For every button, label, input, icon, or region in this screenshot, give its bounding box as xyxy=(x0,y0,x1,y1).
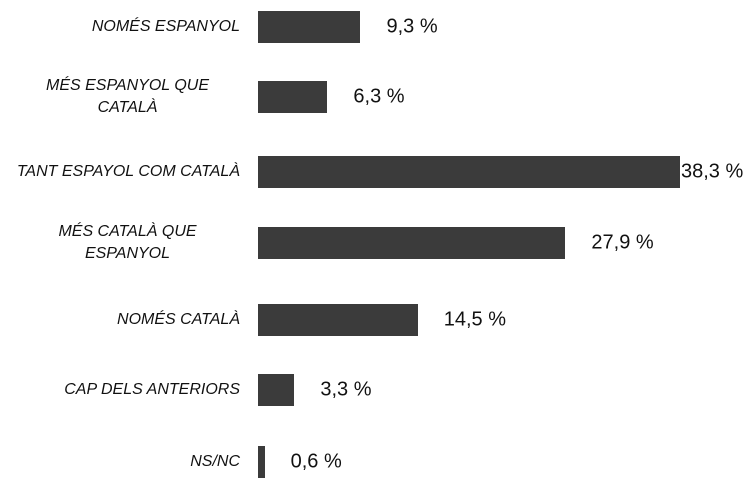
category-label: NS/NC xyxy=(15,451,240,473)
bar xyxy=(258,156,680,188)
value-label: 6,3 % xyxy=(353,85,405,108)
category-text: TANT ESPAYOL COM CATALÀ xyxy=(16,163,240,180)
category-text: NS/NC xyxy=(190,453,240,470)
value-label: 9,3 % xyxy=(386,15,438,38)
bar xyxy=(258,81,328,113)
category-text: MÉS ESPANYOL QUE CATALÀ xyxy=(45,77,209,116)
category-text: MÉS CATALÀ QUE ESPANYOL xyxy=(58,223,197,262)
category-text: NOMÉS ESPANYOL xyxy=(91,18,240,35)
category-label: MÉS ESPANYOL QUE CATALÀ xyxy=(15,75,240,119)
value-label: 27,9 % xyxy=(591,231,654,254)
category-label: CAP DELS ANTERIORS xyxy=(15,379,240,401)
category-text: NOMÉS CATALÀ xyxy=(117,311,240,328)
value-label: 38,3 % xyxy=(681,160,744,183)
category-label: NOMÉS CATALÀ xyxy=(15,309,240,331)
category-label: MÉS CATALÀ QUE ESPANYOL xyxy=(15,221,240,265)
bar xyxy=(258,374,295,406)
value-label: 0,6 % xyxy=(290,450,342,473)
category-text: CAP DELS ANTERIORS xyxy=(64,381,240,398)
bar xyxy=(258,304,418,336)
bar xyxy=(258,446,265,478)
value-label: 3,3 % xyxy=(320,378,372,401)
category-label: NOMÉS ESPANYOL xyxy=(15,16,240,38)
value-label: 14,5 % xyxy=(443,308,507,331)
bar xyxy=(258,11,361,43)
category-label: TANT ESPAYOL COM CATALÀ xyxy=(15,161,240,183)
bar xyxy=(258,227,566,259)
